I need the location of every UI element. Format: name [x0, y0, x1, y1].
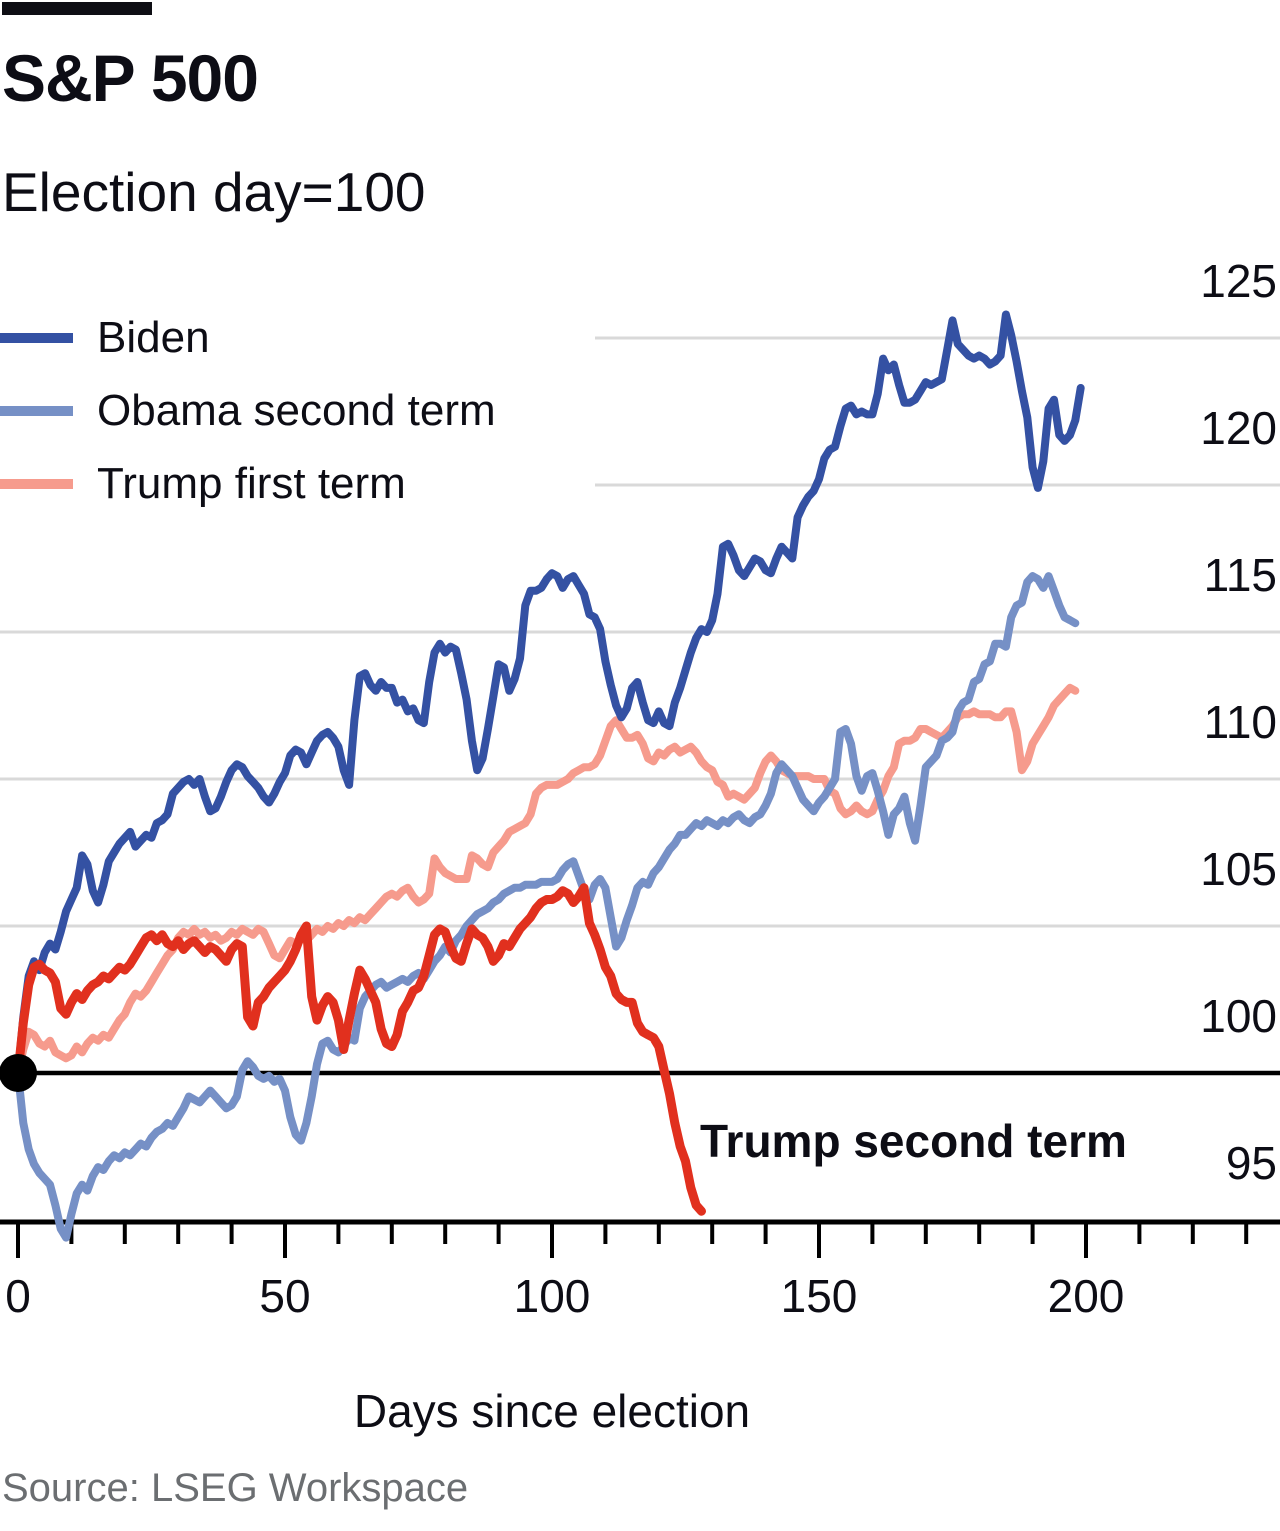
x-axis-tick-label-150: 150: [781, 1270, 858, 1322]
series-line-trump-second-term: [13, 883, 706, 1216]
x-axis-tick-label-0: 0: [5, 1270, 31, 1322]
y-axis-tick-label-105: 105: [1200, 843, 1277, 895]
legend-swatch-obama-second-term: [0, 406, 73, 416]
legend: Biden Obama second term Trump first term: [0, 313, 496, 532]
series-line-biden: [14, 310, 1085, 1077]
legend-label: Biden: [97, 313, 210, 362]
legend-item-biden: Biden: [0, 313, 496, 363]
chart-title: S&P 500: [2, 41, 259, 115]
legend-label: Trump first term: [97, 459, 406, 508]
y-axis-tick-label-100: 100: [1200, 990, 1277, 1042]
legend-swatch-trump-first-term: [0, 479, 73, 489]
source-note: Source: LSEG Workspace: [2, 1466, 469, 1510]
election-day-marker: [0, 1054, 37, 1092]
legend-item-trump-first-term: Trump first term: [0, 459, 496, 509]
series-line-trump-first-term: [14, 683, 1080, 1077]
kicker-bar: [2, 2, 152, 15]
legend-label: Obama second term: [97, 386, 496, 435]
y-axis-tick-label-110: 110: [1204, 696, 1277, 748]
chart-subtitle: Election day=100: [2, 161, 426, 223]
x-axis-tick-label-100: 100: [514, 1270, 591, 1322]
x-axis-tick-label-200: 200: [1048, 1270, 1125, 1322]
y-axis-tick-label-115: 115: [1204, 549, 1277, 601]
y-axis-tick-label-125: 125: [1200, 255, 1277, 307]
x-axis-title: Days since election: [353, 1385, 751, 1437]
series-line-obama-second-term: [14, 572, 1080, 1242]
series-annotation-trump-second-term: Trump second term: [700, 1115, 1127, 1167]
x-axis-tick-label-50: 50: [259, 1270, 310, 1322]
y-axis-tick-label-95: 95: [1226, 1137, 1277, 1189]
y-axis-tick-label-120: 120: [1200, 402, 1277, 454]
legend-item-obama-second-term: Obama second term: [0, 386, 496, 436]
legend-swatch-biden: [0, 333, 73, 343]
